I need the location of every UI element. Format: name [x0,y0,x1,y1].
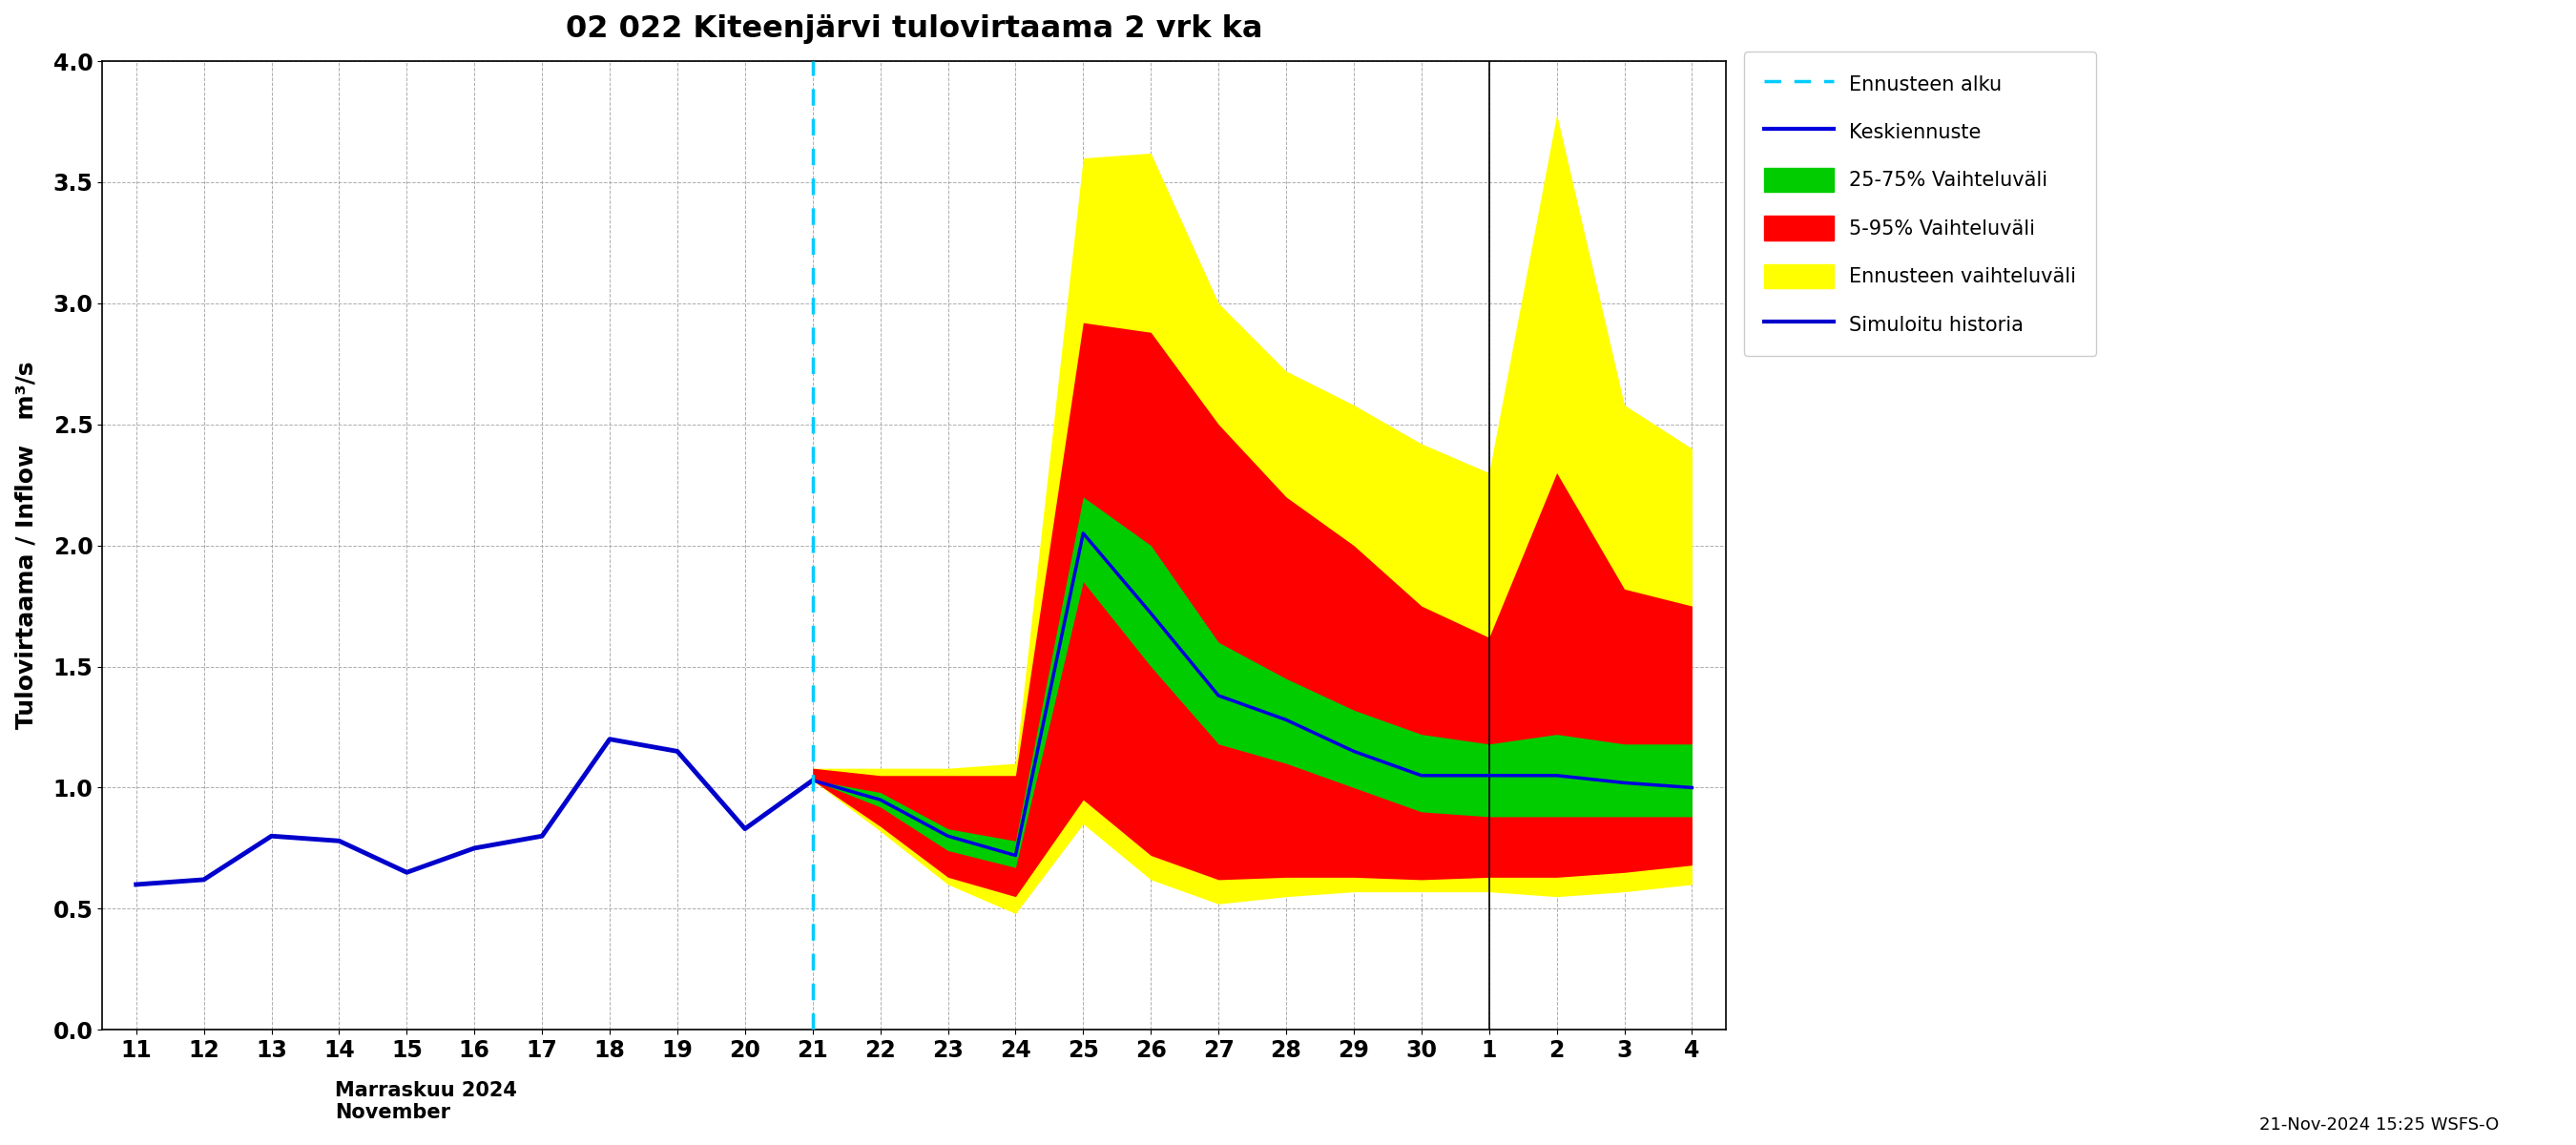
Text: 21-Nov-2024 15:25 WSFS-O: 21-Nov-2024 15:25 WSFS-O [2259,1116,2499,1134]
Legend: Ennusteen alku, Keskiennuste, 25-75% Vaihteluväli, 5-95% Vaihteluväli, Ennusteen: Ennusteen alku, Keskiennuste, 25-75% Vai… [1744,52,2097,356]
Text: Marraskuu 2024
November: Marraskuu 2024 November [335,1081,518,1122]
Title: 02 022 Kiteenjärvi tulovirtaama 2 vrk ka: 02 022 Kiteenjärvi tulovirtaama 2 vrk ka [567,14,1262,44]
Y-axis label: Tulovirtaama / Inflow   m³/s: Tulovirtaama / Inflow m³/s [15,362,36,729]
